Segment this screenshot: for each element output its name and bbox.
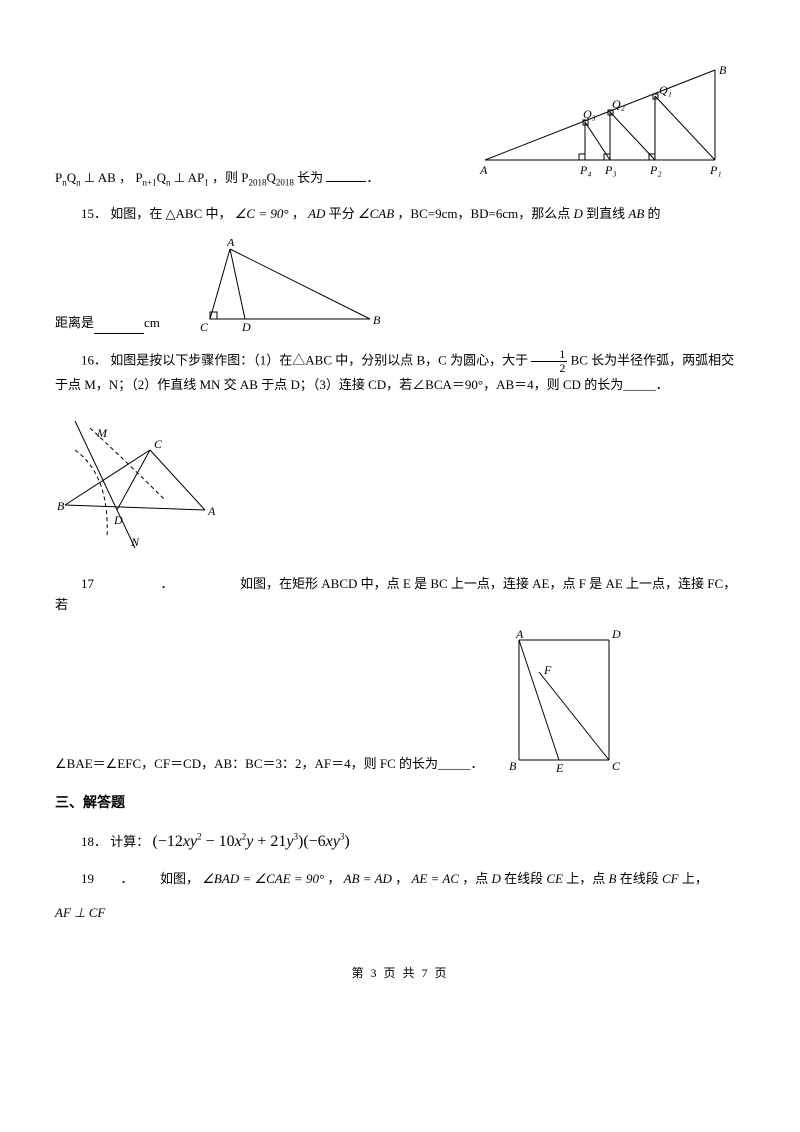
q14-tail: ，则: [212, 170, 238, 185]
svg-text:C: C: [154, 437, 163, 451]
q14-sep1: ，: [119, 170, 132, 185]
q15-figure: A C D B: [190, 239, 390, 334]
section-3-title: 三、解答题: [55, 793, 745, 815]
q17-para1: 17 ． 如图，在矩形 ABCD 中，点 E 是 BC 上一点，连接 AE，点 …: [55, 574, 745, 616]
svg-text:A: A: [226, 239, 235, 249]
q14-f1: PnQn ⊥ AB: [55, 170, 116, 185]
svg-text:D: D: [113, 513, 123, 527]
svg-text:M: M: [96, 426, 108, 440]
svg-text:Q₁: Q₁: [659, 83, 672, 97]
q18-num: 18．: [81, 834, 107, 849]
q14-block: PnQn ⊥ AB ， Pn+1Qn ⊥ AP1 ，则 P2018Q2018 长…: [55, 60, 745, 190]
q14-f2: Pn+1Qn ⊥ AP1: [135, 170, 208, 185]
q17-figure: A D B C E F: [504, 630, 629, 775]
q16-num: 16．: [81, 352, 107, 367]
q15-fig-row: 距离是 cm A C D B: [55, 239, 745, 334]
svg-text:A: A: [479, 163, 488, 177]
svg-text:E: E: [555, 761, 564, 775]
q16-para: 16． 如图是按以下步骤作图：（1）在△ABC 中，分别以点 B，C 为圆心，大…: [55, 348, 745, 396]
svg-text:Q₂: Q₂: [612, 97, 625, 111]
svg-text:P₂: P₂: [649, 163, 662, 177]
svg-text:F: F: [543, 663, 552, 677]
q15-pre: 如图，在: [110, 206, 162, 221]
q15-angle: ∠C = 90°: [235, 206, 289, 221]
q15-para: 15． 如图，在 △ABC 中， ∠C = 90° ， AD 平分 ∠CAB ，…: [55, 204, 745, 225]
q16-fig-row: B A C D M N: [55, 410, 745, 560]
q14-blank: [326, 169, 366, 182]
svg-text:P₁: P₁: [709, 163, 722, 177]
q17-row2: ∠BAE＝∠EFC，CF＝CD，AB：BC＝3：2，AF＝4，则 FC 的长为_…: [55, 630, 745, 775]
q15-num: 15．: [81, 206, 107, 221]
svg-text:B: B: [373, 313, 381, 327]
q19-line2: AF ⊥ CF: [55, 903, 745, 924]
svg-text:D: D: [611, 630, 621, 641]
q18-para: 18． 计算： (−12xy2 − 10x2y + 21y3)(−6xy3): [55, 829, 745, 855]
q14-after: 长为: [297, 170, 323, 185]
q15-blank: [94, 321, 144, 334]
svg-text:C: C: [200, 320, 209, 334]
page-footer: 第 3 页 共 7 页: [55, 964, 745, 983]
svg-text:P₃: P₃: [604, 163, 617, 177]
q14-text: PnQn ⊥ AB ， Pn+1Qn ⊥ AP1 ，则 P2018Q2018 长…: [55, 168, 379, 190]
q16-frac: 1 2: [531, 348, 567, 375]
svg-text:C: C: [612, 759, 621, 773]
q14-figure: A P₄ P₃ P₂ P₁ B Q₁ Q₂ Q₃: [475, 60, 745, 190]
q18-expr: (−12xy2 − 10x2y + 21y3)(−6xy3): [153, 833, 350, 850]
q15-distance: 距离是: [55, 313, 94, 334]
svg-text:B: B: [57, 499, 65, 513]
q19-para: 19 ． 如图， ∠BAD = ∠CAE = 90° ， AB = AD ， A…: [55, 869, 745, 890]
svg-text:Q₃: Q₃: [583, 107, 596, 121]
svg-text:N: N: [130, 535, 140, 549]
svg-text:D: D: [241, 320, 251, 334]
svg-text:P₄: P₄: [579, 163, 592, 177]
svg-text:A: A: [515, 630, 524, 641]
q16-figure: B A C D M N: [55, 410, 225, 560]
q14-f3: P2018Q2018: [241, 170, 294, 185]
svg-text:A: A: [207, 504, 216, 518]
q19-num: 19: [81, 871, 94, 886]
q15-cm: cm: [144, 313, 160, 334]
q17-num: 17: [81, 576, 94, 591]
q15-tri: △ABC: [166, 206, 203, 221]
svg-text:B: B: [719, 63, 727, 77]
svg-text:B: B: [509, 759, 517, 773]
